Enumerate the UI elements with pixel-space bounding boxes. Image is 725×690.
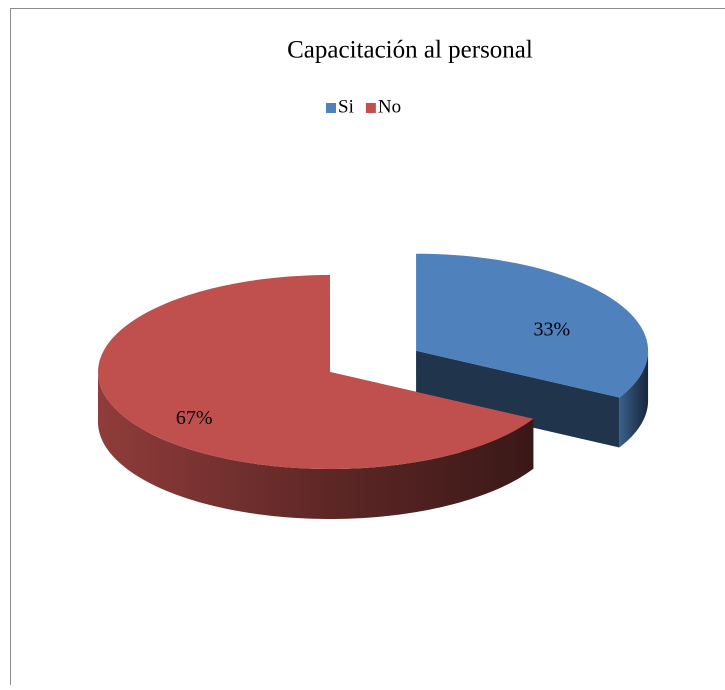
chart-title: Capacitación al personal: [287, 37, 533, 64]
legend-swatch: [366, 103, 376, 113]
legend-label: Si: [338, 96, 354, 117]
legend-swatch: [326, 103, 336, 113]
data-label: 33%: [534, 319, 571, 341]
legend-label: No: [378, 96, 401, 117]
data-label: 67%: [176, 407, 213, 429]
